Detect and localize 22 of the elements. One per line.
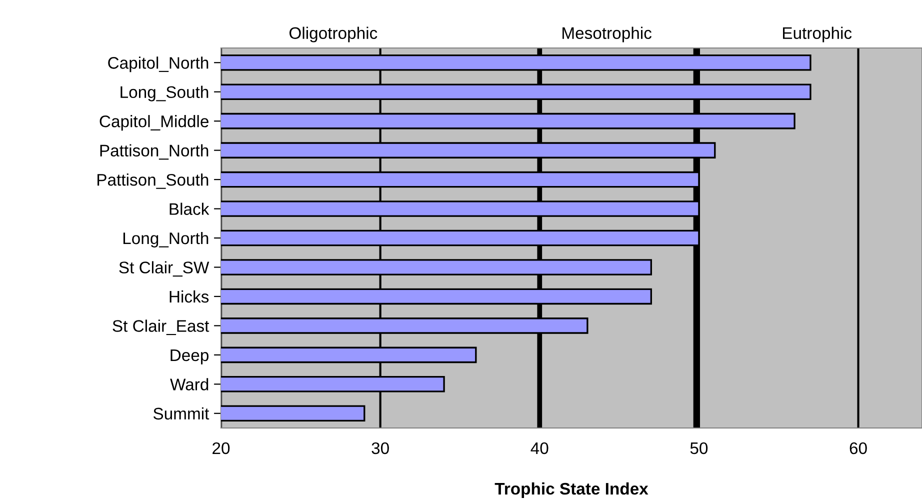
x-tick-label: 40 <box>530 442 548 454</box>
y-tick-label: St Clair_SW <box>119 261 210 277</box>
y-tick-label: Hicks <box>170 290 209 303</box>
text: Eutrophic <box>783 26 852 42</box>
x-tick-label: 50 <box>690 442 708 454</box>
text: Mesotrophic <box>562 26 652 42</box>
y-tick-label: Summit <box>153 407 210 420</box>
y-tick-label: Long_South <box>120 86 208 102</box>
y-tick-label: Pattison_South <box>98 174 208 189</box>
y-tick-label: St Clair_East <box>112 320 210 336</box>
y-tick-label: Capitol_North <box>108 56 208 72</box>
y-tick-label: Long_North <box>123 232 208 248</box>
text: Oligotrophic <box>289 26 378 42</box>
y-tick-label: Ward <box>170 378 208 390</box>
y-tick-label: Pattison_North <box>100 144 208 160</box>
x-tick-label: 60 <box>850 442 867 454</box>
y-tick-label: Capitol_Middle <box>100 115 208 131</box>
x-tick-label: 30 <box>372 442 389 454</box>
y-tick-label: Black <box>170 202 210 215</box>
x-axis-title: Trophic State Index <box>494 482 648 498</box>
x-tick-label: 20 <box>212 442 230 454</box>
y-tick-label: Deep <box>170 349 208 364</box>
